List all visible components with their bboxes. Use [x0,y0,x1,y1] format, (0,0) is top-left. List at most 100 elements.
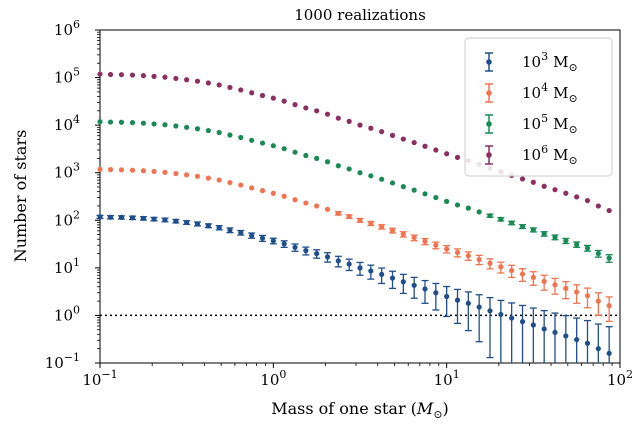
data-point [552,187,558,193]
data-point [205,127,211,134]
y-tick-exp: 5 [73,66,80,79]
data-point [97,71,103,77]
data-point [433,194,439,201]
data-point [151,216,157,222]
data-point [346,118,352,124]
data-point [368,220,374,227]
data-point [465,253,471,259]
data-point [574,194,580,200]
data-point [444,198,450,204]
legend-frame [464,37,613,177]
data-point [140,215,147,221]
data-point [162,169,168,175]
x-tick-label: 102 [607,368,633,389]
data-point [476,209,482,215]
data-point [595,346,601,352]
x-tick-label: 101 [434,368,460,389]
x-tick-exp: 1 [453,368,460,381]
data-point [107,214,114,220]
data-point [238,134,244,141]
data-point [249,185,255,191]
data-point [216,129,222,136]
legend-base: 10 [522,53,541,71]
legend-sub: ⊙ [568,123,577,136]
data-point [303,248,309,254]
legend-base: 10 [522,84,541,102]
data-point [184,172,190,178]
data-point [584,197,591,204]
data-point [411,235,417,241]
legend-marker [486,90,492,96]
data-point [346,213,352,220]
data-point [227,132,233,138]
data-point [292,244,298,250]
series-5 [97,119,613,263]
y-tick-base: 10 [54,259,73,277]
data-point [368,173,374,179]
x-tick-base: 10 [260,371,279,389]
data-point [292,197,298,203]
data-point [97,119,103,125]
data-point [379,224,385,230]
data-point [357,170,363,176]
data-point [444,246,450,252]
data-point [140,168,147,174]
data-point [444,293,450,300]
data-point [433,147,439,153]
y-tick-exp: 1 [73,256,80,269]
y-tick-base: 10 [54,164,73,182]
data-point [259,92,266,99]
legend-sub: ⊙ [568,154,577,167]
y-tick-exp: 0 [73,303,80,316]
data-point [281,241,287,247]
data-point [465,300,471,306]
data-point [129,72,136,78]
y-tick-base: 10 [54,306,73,324]
y-axis-title: Number of stars [11,130,30,263]
legend-label: 106 M⊙ [522,143,578,167]
data-point [259,140,266,146]
data-point [151,168,157,175]
chart-title: 1000 realizations [294,6,426,24]
data-point [476,304,482,310]
data-point [519,319,526,325]
y-tick-label: 106 [54,18,80,39]
x-axis-title-text: Mass of one star ( [271,399,417,418]
data-point [281,146,287,152]
data-point [227,84,233,91]
x-tick-exp: −1 [101,368,117,381]
data-point [270,95,276,101]
data-point [216,177,222,183]
data-point [541,326,547,332]
data-point [303,200,309,206]
data-point [194,221,201,227]
data-point [162,122,168,128]
data-point [324,159,331,165]
data-point [227,227,233,233]
data-point [574,241,580,248]
y-tick-label: 10−1 [45,351,80,372]
data-point [422,143,428,149]
data-point [422,191,428,197]
data-point [270,143,276,149]
data-point [574,337,580,343]
data-point [173,170,179,177]
data-point [541,278,547,284]
data-point [324,206,331,212]
data-point [519,271,526,277]
series-4 [97,166,613,323]
data-point [118,167,125,173]
data-point [129,120,136,126]
data-point [606,303,612,309]
legend-unit: M [553,84,568,102]
data-point [129,215,136,221]
data-point [314,203,320,209]
data-point [552,234,558,240]
data-point [324,254,331,260]
data-point [227,179,233,186]
data-point [270,238,276,244]
data-point [184,219,190,226]
data-point [335,258,341,264]
